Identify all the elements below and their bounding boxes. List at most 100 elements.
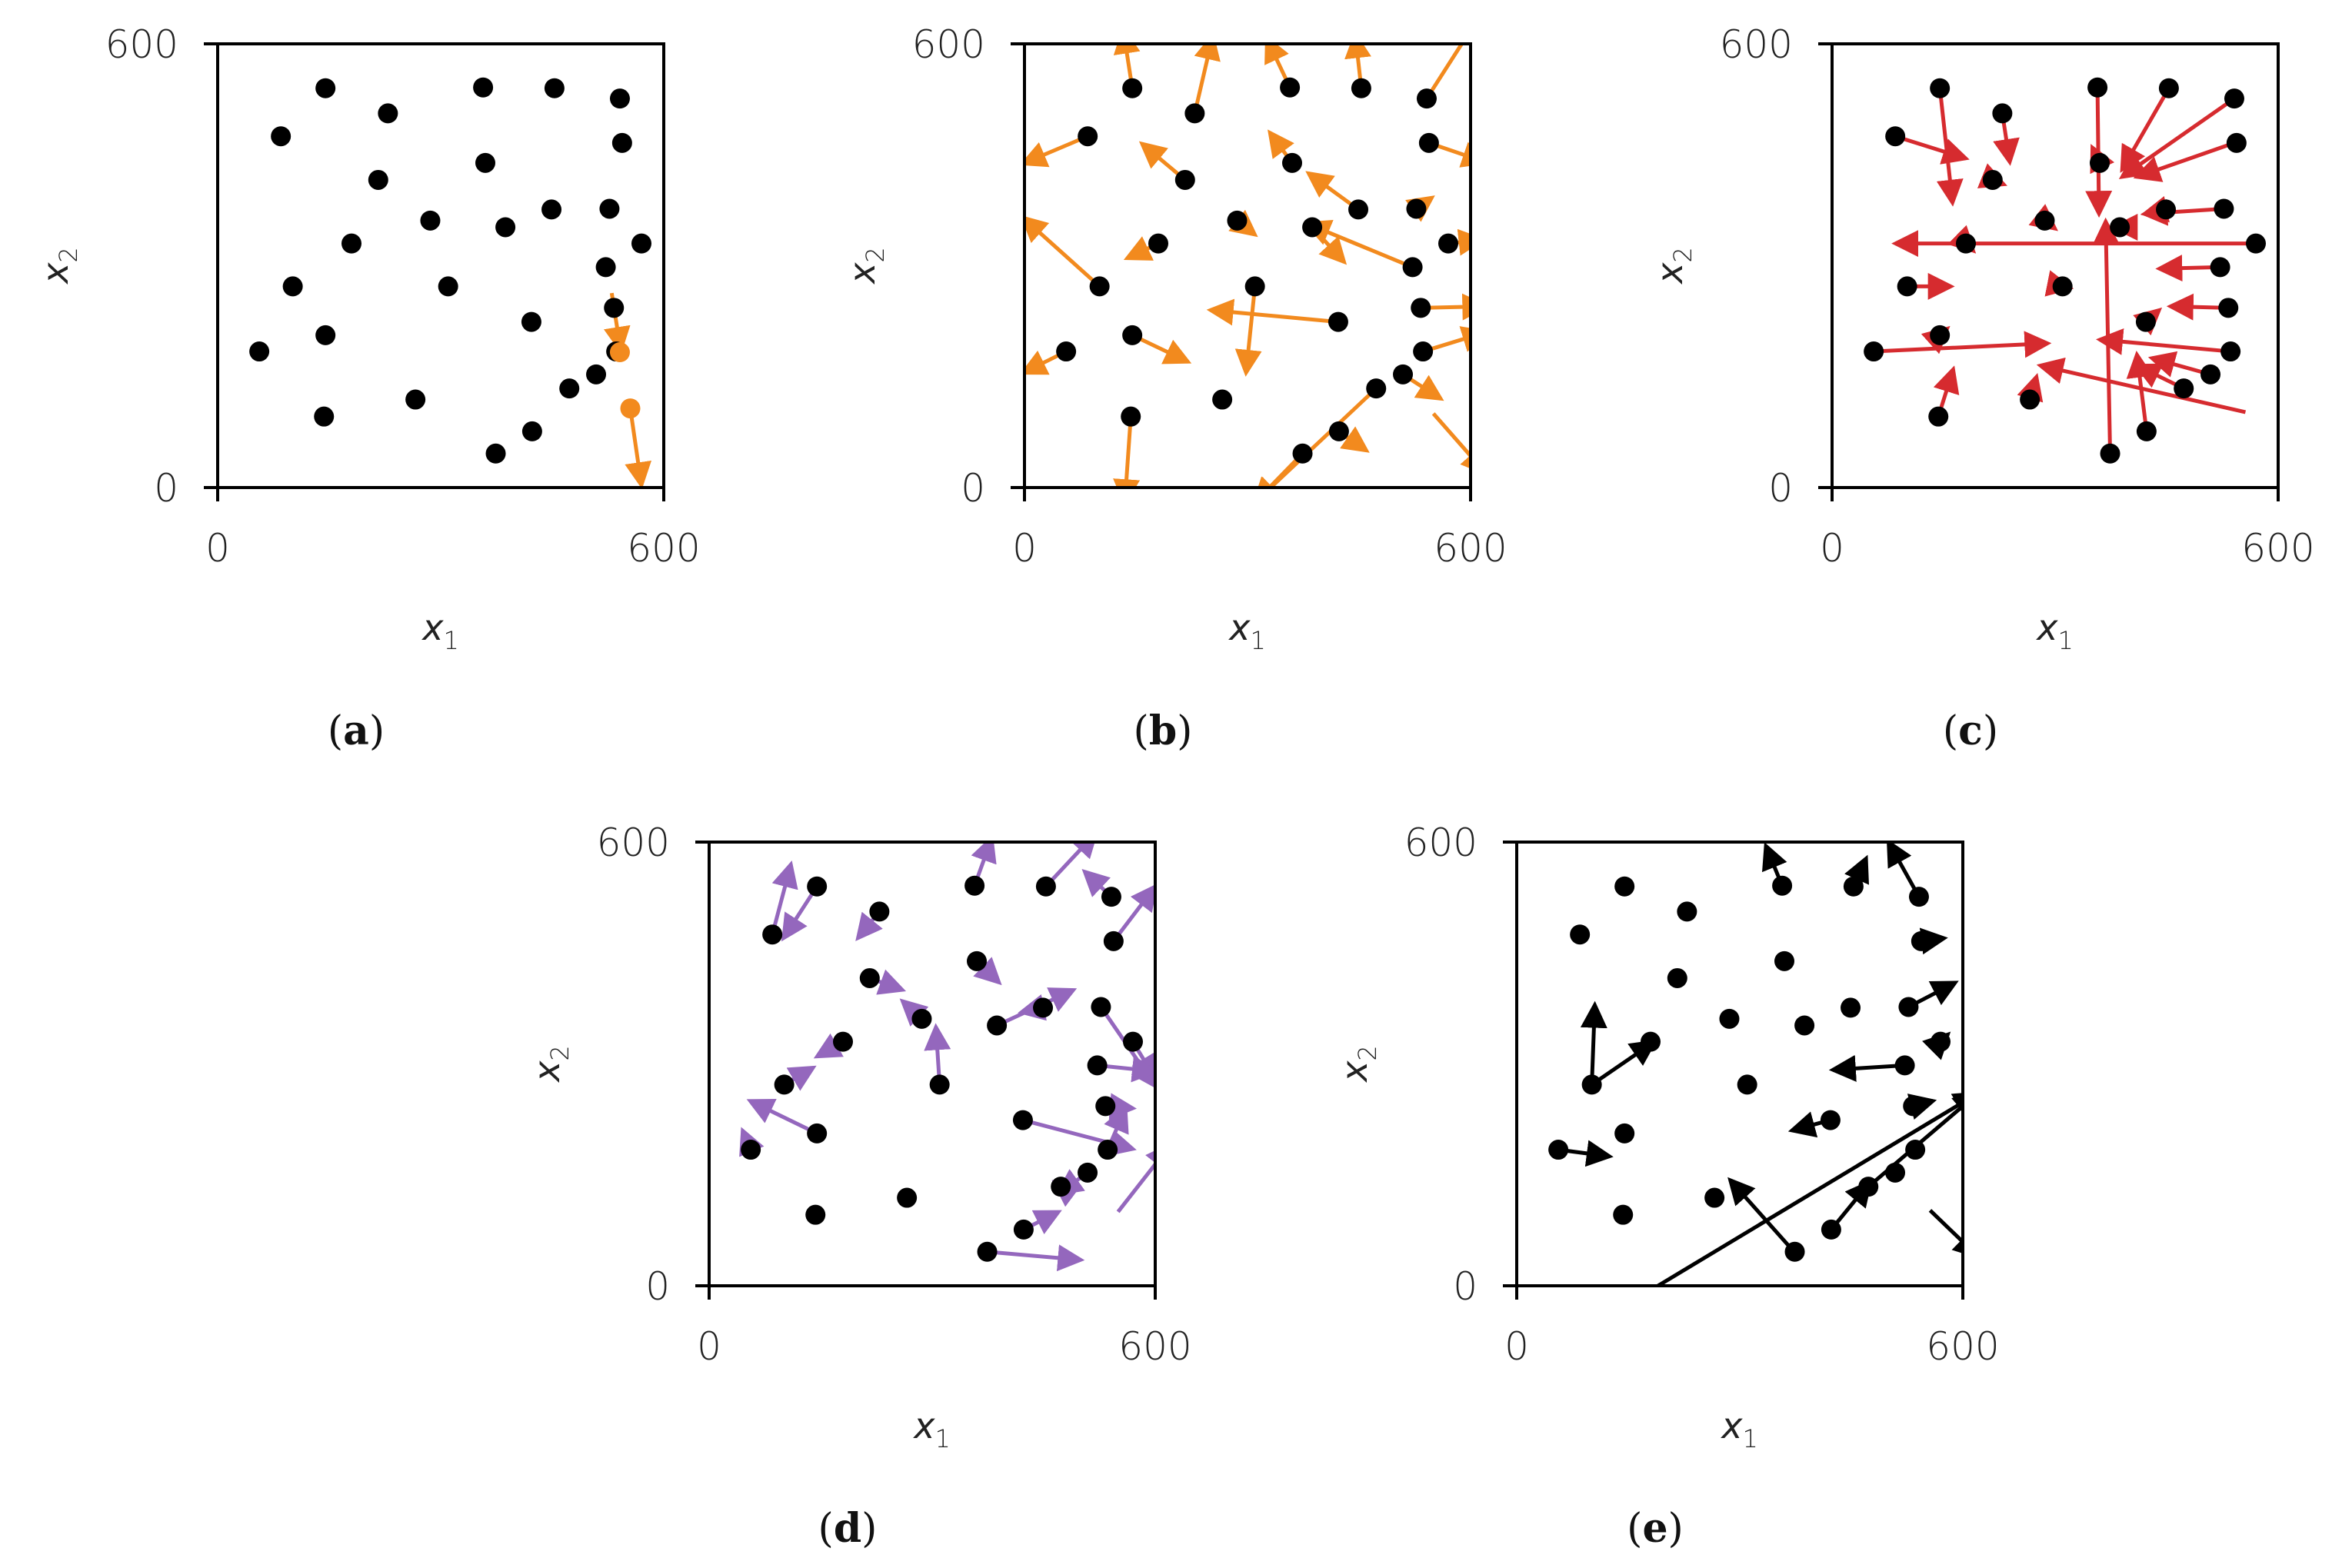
panel-c-point-11 <box>2156 199 2177 220</box>
panel-d-arrow-27 <box>1116 1142 1155 1213</box>
panel-e-point-7 <box>1667 967 1687 988</box>
panel-b-ylabel: x2 <box>841 247 890 285</box>
panel-d-point-20 <box>807 1123 828 1144</box>
panel-d-caption: (d) <box>818 1505 878 1552</box>
panel-a-highlight-point-1 <box>620 398 641 419</box>
panel-e-arrow-2 <box>1886 842 1921 898</box>
panel-b-point-15 <box>1089 276 1110 297</box>
panel-a-point-5 <box>609 88 630 109</box>
panel-a-point-7 <box>368 169 388 190</box>
panel-b-point-20 <box>1122 325 1143 345</box>
panel-d-point-15 <box>774 1074 795 1095</box>
panel-d-point-25 <box>897 1187 918 1208</box>
panel-b-point-22 <box>1413 341 1434 362</box>
panel-b-point-3 <box>1280 77 1301 98</box>
panel-e-xlabel: x1 <box>1720 1405 1758 1453</box>
panel-d-point-4 <box>1035 876 1056 897</box>
panel-a-point-17 <box>595 257 616 278</box>
panel-d-point-0 <box>807 876 828 897</box>
panel-a-xtick-label-600: 600 <box>627 526 700 571</box>
panel-a-point-3 <box>473 77 494 98</box>
panel-d-point-6 <box>1103 930 1124 951</box>
panel-e-xtick-label-600: 600 <box>1926 1324 1999 1369</box>
panel-d-point-27 <box>1013 1219 1034 1240</box>
panel-e-arrow-16 <box>1657 1091 1963 1286</box>
panel-c-point-23 <box>2200 364 2221 385</box>
panel-a-point-1 <box>271 126 292 147</box>
panel-c-point-7 <box>1982 169 2003 190</box>
panel-a-point-8 <box>475 152 495 173</box>
panel-a-arrow-1 <box>625 408 652 488</box>
panel-c-point-16 <box>2052 276 2073 297</box>
panel-b-point-27 <box>1328 421 1349 441</box>
panel-b-arrow-16 <box>1234 286 1262 377</box>
panel-d-point-1 <box>762 924 783 945</box>
panel-e-arrow-12 <box>1727 1177 1796 1253</box>
panel-e-point-25 <box>1704 1187 1725 1208</box>
panel-c-point-25 <box>2020 389 2040 410</box>
panel-b-point-8 <box>1282 152 1302 173</box>
panel-e-point-3 <box>1772 875 1793 896</box>
panel-e-point-5 <box>1908 887 1929 907</box>
panel-a-point-23 <box>586 364 607 385</box>
panel-a-ytick-label-0: 0 <box>154 466 178 511</box>
panel-c-point-9 <box>2034 210 2055 231</box>
panel-d-arrow-1 <box>770 861 798 935</box>
panel-c-point-0 <box>1930 78 1951 98</box>
panel-b-point-21 <box>1056 341 1077 362</box>
panel-c-arrow-3 <box>2085 87 2113 218</box>
panel-d-arrow-19 <box>1022 1118 1137 1157</box>
panel-b-point-28 <box>1292 443 1313 464</box>
panel-c-point-18 <box>2218 298 2239 318</box>
panel-e-point-15 <box>1581 1074 1602 1095</box>
panel-a-point-16 <box>438 276 458 297</box>
panel-c-xlabel: x1 <box>2035 607 2074 655</box>
panel-b-point-26 <box>1121 406 1141 427</box>
panel-b-arrow-17 <box>1303 219 1414 269</box>
panel-b-frame <box>1023 42 1472 489</box>
panel-c-arrow-23 <box>2147 351 2211 378</box>
panel-e-point-22 <box>1905 1140 1926 1160</box>
panel-b-ytick-label-600: 600 <box>912 22 985 67</box>
panel-b-point-14 <box>1438 233 1458 254</box>
panel-d-xtick-label-600: 600 <box>1118 1324 1191 1369</box>
panel-c-point-1 <box>1885 126 1906 147</box>
panel-d-point-28 <box>977 1241 998 1262</box>
panel-d-point-24 <box>1051 1177 1071 1197</box>
panel-d-xlabel: x1 <box>912 1405 951 1453</box>
panel-a-points <box>249 77 651 464</box>
panel-b-point-18 <box>1411 298 1431 318</box>
panel-c-point-5 <box>2224 88 2244 109</box>
panel-b-point-7 <box>1174 169 1195 190</box>
panel-e-point-8 <box>1774 950 1794 971</box>
panel-e-point-4 <box>1843 876 1864 897</box>
panel-c-point-14 <box>2246 233 2266 254</box>
panel-a-arrows <box>604 292 652 488</box>
panel-e-point-24 <box>1858 1177 1879 1197</box>
panel-e-point-28 <box>1784 1241 1805 1262</box>
panel-c-point-2 <box>1992 103 2013 124</box>
panel-d-point-18 <box>1095 1096 1116 1117</box>
panel-c-frame <box>1831 42 2280 489</box>
panel-d-arrow-0 <box>781 885 819 942</box>
panel-e-arrow-4 <box>1580 1000 1607 1085</box>
panel-b-ytick-label-0: 0 <box>961 466 985 511</box>
panel-a-point-4 <box>544 78 565 98</box>
panel-d: 600 0 0 600 x1 x2 (d) <box>526 821 1192 1552</box>
panel-a-point-28 <box>485 443 506 464</box>
panel-c-point-19 <box>2135 311 2156 332</box>
panel-e-point-2 <box>1677 901 1697 922</box>
panel-d-point-5 <box>1101 887 1121 907</box>
panel-d-arrow-6 <box>1111 883 1155 943</box>
panel-e: 600 0 0 600 x1 x2 (e) <box>1334 821 2000 1552</box>
panel-a-point-13 <box>341 233 361 254</box>
panel-a-point-14 <box>631 233 651 254</box>
panel-c-point-28 <box>2100 443 2120 464</box>
panel-c-ytick-label-600: 600 <box>1720 22 1793 67</box>
panel-c-arrow-17 <box>2155 255 2220 282</box>
panel-e-point-11 <box>1841 997 1861 1018</box>
panel-b-arrow-18 <box>1421 293 1471 321</box>
panel-e-point-12 <box>1898 997 1919 1017</box>
panel-a-point-21 <box>249 341 270 362</box>
panel-c-arrow-21 <box>1874 331 2052 358</box>
